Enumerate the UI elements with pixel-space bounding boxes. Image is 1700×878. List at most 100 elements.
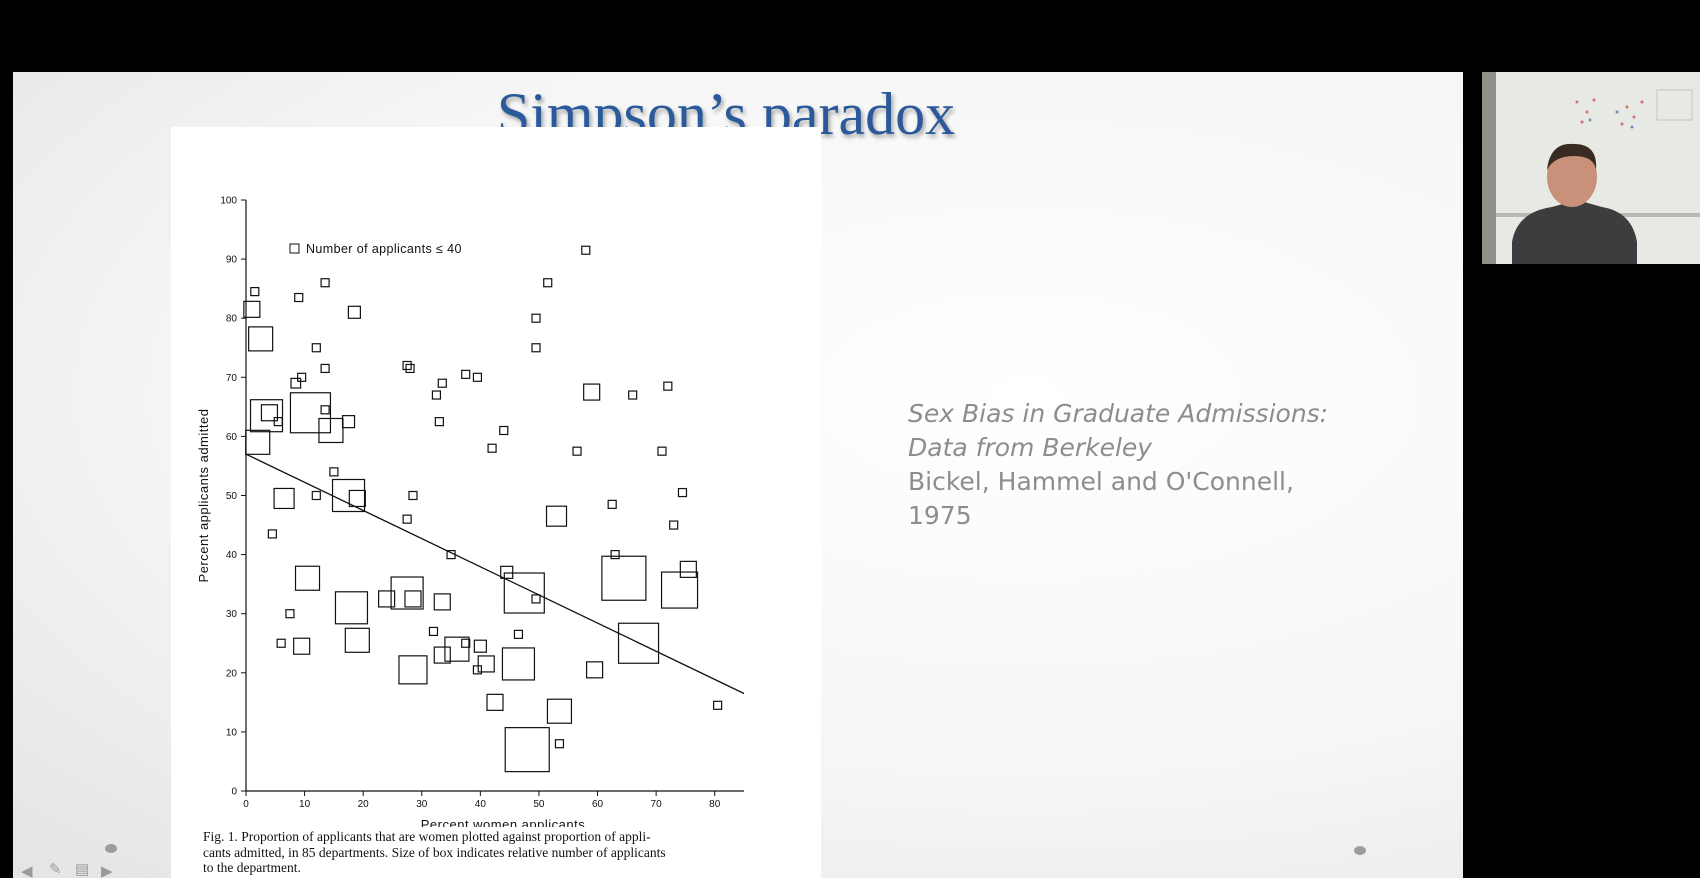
- data-point-box: [243, 300, 261, 318]
- data-point-box: [289, 392, 332, 434]
- data-point-box: [331, 478, 366, 513]
- data-point-box: [501, 647, 536, 681]
- person-hair: [1547, 143, 1597, 170]
- data-point-box: [428, 626, 439, 637]
- data-point-box: [398, 655, 428, 685]
- data-point-box: [433, 646, 451, 664]
- data-point-box: [250, 287, 260, 297]
- prev-slide-icon[interactable]: ◀: [21, 863, 33, 878]
- y-tick-label: 0: [231, 787, 237, 798]
- data-point-box: [663, 381, 673, 391]
- presentation-slide: Simpson’s paradox 0 10 20 30 40 50 60 70 80 90 100…: [13, 72, 1463, 878]
- data-point-box: [461, 369, 471, 379]
- slide-nav-dot-right[interactable]: [1354, 846, 1366, 855]
- data-point-box: [285, 609, 295, 619]
- citation-authors-line-1: Bickel, Hammel and O'Connell,: [908, 467, 1294, 496]
- data-point-box: [531, 313, 541, 323]
- data-point-box: [293, 637, 311, 655]
- data-point-box: [311, 343, 321, 353]
- whiteboard-sketch: [1575, 98, 1644, 126]
- data-point-box: [437, 378, 447, 388]
- whiteboard-sketch-blue: [1588, 110, 1634, 129]
- citation-authors-line-2: 1975: [908, 501, 972, 530]
- data-point-box: [320, 278, 330, 288]
- data-point-box: [276, 638, 286, 648]
- data-point-box: [660, 571, 699, 609]
- data-point-box: [434, 417, 444, 427]
- data-point-box: [273, 487, 295, 510]
- legend-box: [289, 243, 300, 254]
- x-tick-label: 50: [533, 799, 545, 810]
- x-tick-label: 20: [358, 799, 370, 810]
- data-point-box: [543, 278, 553, 288]
- data-point-box: [472, 372, 483, 382]
- data-point-box: [531, 594, 541, 604]
- webcam-video: [1482, 72, 1700, 264]
- data-point-box: [311, 490, 321, 501]
- trend-line: [245, 453, 745, 695]
- y-tick-label: 100: [220, 196, 237, 207]
- data-point-box: [503, 572, 545, 614]
- data-point-box: [607, 499, 617, 509]
- person-torso: [1512, 200, 1637, 264]
- citation-block: Sex Bias in Graduate Admissions: Data fr…: [908, 397, 1408, 533]
- data-point-box: [431, 390, 442, 400]
- data-point-box: [677, 487, 688, 498]
- data-point-box: [487, 443, 497, 453]
- scatter-chart: 0 10 20 30 40 50 60 70 80 90 100 0 10 20 30 40 50 60 70 80 P…: [196, 196, 745, 827]
- data-point-box: [610, 550, 620, 560]
- y-tick-label: 30: [226, 609, 238, 620]
- data-point-box: [320, 363, 330, 374]
- caption-line-3: to the department.: [203, 860, 301, 875]
- data-point-box: [408, 490, 418, 501]
- data-point-box: [554, 739, 565, 749]
- data-point-box: [713, 700, 723, 710]
- data-point-box: [586, 661, 604, 679]
- whiteboard-box: [1656, 89, 1693, 121]
- x-tick-label: 0: [243, 799, 249, 810]
- x-tick-label: 60: [592, 799, 604, 810]
- data-point-box: [583, 383, 601, 401]
- data-point-box: [513, 629, 524, 639]
- slides-menu-icon[interactable]: ▤: [75, 861, 90, 878]
- data-point-box: [329, 467, 339, 477]
- data-point-box: [500, 565, 514, 579]
- data-point-box: [504, 727, 550, 773]
- data-point-box: [657, 446, 667, 456]
- data-point-box: [405, 363, 415, 374]
- data-point-box: [581, 245, 591, 255]
- x-tick-label: 70: [651, 799, 663, 810]
- y-tick-label: 90: [226, 255, 238, 266]
- x-tick-label: 80: [709, 799, 721, 810]
- citation-title: Sex Bias in Graduate Admissions: Data fr…: [908, 397, 1408, 465]
- data-point-box: [486, 693, 504, 711]
- citation-title-line-2: Data from Berkeley: [908, 433, 1153, 462]
- y-tick-label: 10: [226, 727, 238, 738]
- data-point-box: [572, 446, 582, 456]
- data-point-box: [477, 655, 495, 673]
- data-point-box: [402, 514, 412, 524]
- data-point-box: [320, 405, 330, 415]
- y-tick-label: 20: [226, 668, 238, 679]
- data-point-box: [617, 622, 660, 664]
- data-point-box: [344, 627, 370, 653]
- x-tick-label: 10: [299, 799, 311, 810]
- data-point-box: [249, 399, 284, 433]
- x-tick-label: 40: [475, 799, 487, 810]
- legend-label: Number of applicants ≤ 40: [306, 242, 462, 256]
- pen-icon[interactable]: ✎: [49, 861, 62, 878]
- door-frame: [1482, 72, 1496, 264]
- slide-nav-dot-left[interactable]: [105, 844, 117, 853]
- data-point-box: [546, 698, 573, 724]
- data-point-box: [294, 292, 304, 303]
- citation-authors: Bickel, Hammel and O'Connell, 1975: [908, 465, 1408, 533]
- data-point-box: [248, 326, 274, 352]
- x-tick-label: 30: [416, 799, 428, 810]
- data-point-box: [378, 590, 396, 608]
- next-slide-icon[interactable]: ▶: [101, 863, 113, 878]
- data-point-box: [390, 576, 424, 610]
- data-point-box: [545, 505, 568, 527]
- data-point-box: [267, 529, 277, 539]
- data-point-box: [334, 591, 369, 625]
- data-point-box: [402, 360, 412, 371]
